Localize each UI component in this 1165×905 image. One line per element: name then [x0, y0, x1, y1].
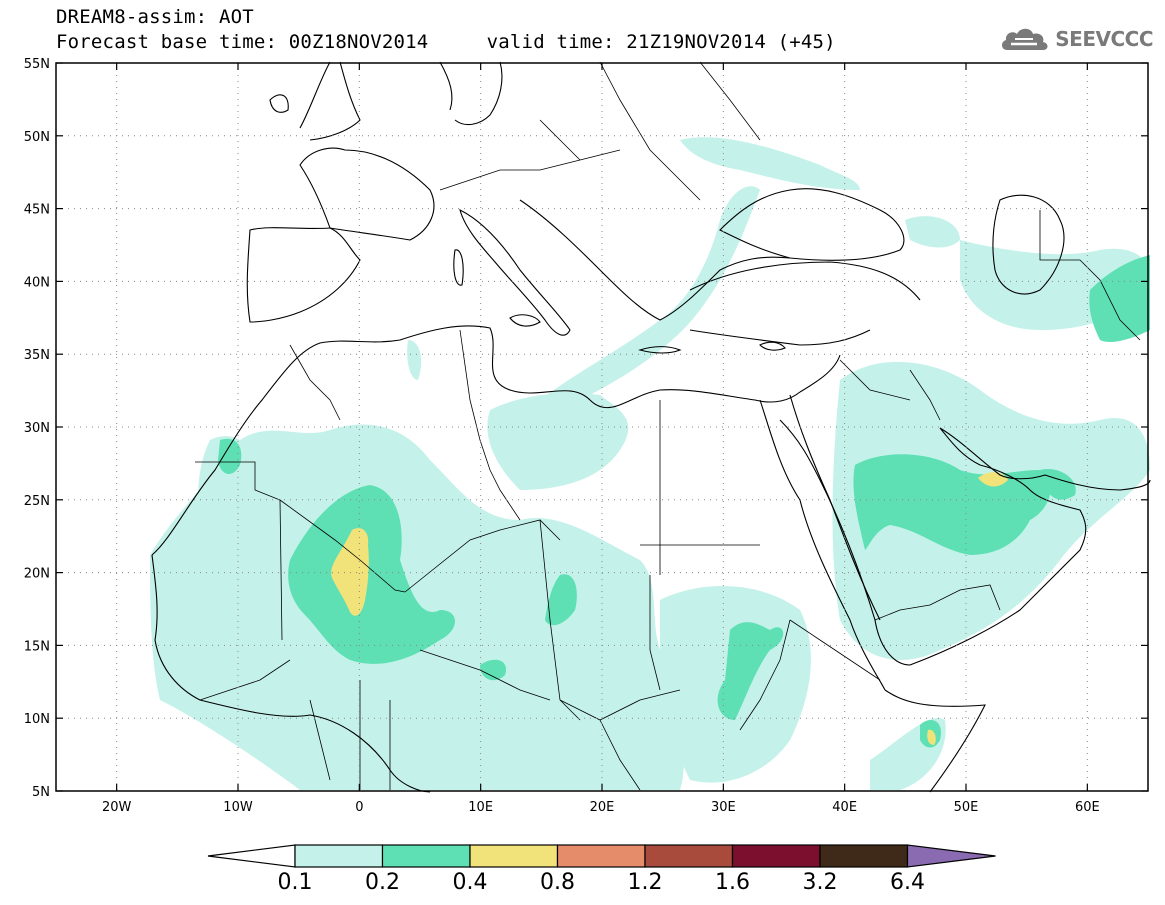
aot-field-0.4-mali [331, 528, 369, 616]
border-niger-libya [404, 519, 561, 593]
colorbar-label: 6.4 [890, 870, 925, 895]
forecast-times: Forecast base time: 00Z18NOV2014 valid t… [56, 31, 836, 53]
lat-tick-label: 25N [24, 494, 50, 509]
border-nigeria-chad [419, 649, 551, 701]
border-central-africa [559, 689, 681, 791]
coastline-turkey [689, 261, 921, 346]
lon-tick-label: 20E [590, 800, 615, 815]
lat-tick-label: 5N [32, 785, 50, 800]
lon-tick-label: 10W [223, 800, 253, 815]
aot-field-0.2-iran-east [1089, 255, 1150, 342]
coastline-iberia [246, 227, 361, 323]
border-sahara-west [195, 461, 283, 641]
colorbar-label: 1.6 [715, 870, 750, 895]
borders [195, 61, 1141, 791]
colorbar-under-arrow [207, 844, 296, 868]
border-central-europe [439, 119, 621, 191]
colorbar-swatch [819, 844, 909, 868]
aot-field-0.2-ethiopia [717, 622, 784, 720]
lat-tick-label: 15N [24, 639, 50, 654]
coastline-italy [459, 208, 571, 336]
lat-tick-label: 45N [24, 203, 50, 218]
coastline-uk [269, 61, 361, 141]
lon-tick-label: 20W [102, 800, 132, 815]
border-west-africa [199, 659, 391, 790]
coastline-north-africa [151, 325, 801, 556]
aot-field-0.1-black-sea [680, 137, 860, 190]
aot-field-0.2-mali-niger [288, 485, 455, 664]
colorbar-swatch [469, 844, 559, 868]
lat-tick-label: 35N [24, 348, 50, 363]
axis-ticks [56, 62, 1148, 792]
aot-field-0.2-chad [480, 659, 506, 681]
seevccc-logo: SEEVCCC [999, 22, 1153, 56]
colorbar-label: 3.2 [802, 870, 838, 895]
border-sudan-chad [539, 519, 581, 721]
lon-tick-label: 10E [468, 800, 493, 815]
axis-tick-labels: 20W 10W 0 10E 20E 30E 40E 50E 60E 5N 10N 15N 20N 25N 3… [24, 57, 1100, 815]
aot-field-0.1-med-band [540, 186, 760, 400]
lat-tick-label: 50N [24, 130, 50, 145]
colorbar-label: 0.4 [452, 870, 488, 895]
colorbar [207, 844, 996, 868]
colorbar-swatch [644, 844, 734, 868]
cloud-icon [1002, 28, 1048, 50]
coastline-crete [638, 346, 682, 354]
lon-tick-label: 50E [954, 800, 979, 815]
coastline-arabia [779, 354, 1087, 666]
coastline-cyprus [759, 341, 786, 351]
border-iran-afghanistan [1039, 210, 1141, 341]
border-egypt-sudan [640, 544, 661, 691]
lon-tick-label: 40E [832, 800, 857, 815]
coastline-persian-gulf [939, 427, 1151, 491]
coastline-black-sea [719, 188, 905, 261]
aot-field-0.1-caucasus [905, 216, 960, 248]
coastline-france [299, 147, 435, 241]
colorbar-label: 0.8 [540, 870, 575, 895]
lat-tick-label: 10N [24, 712, 50, 727]
border-morocco-algeria [289, 344, 341, 421]
colorbar-swatch [381, 844, 471, 868]
lon-tick-label: 30E [711, 800, 736, 815]
lon-tick-label: 60E [1075, 800, 1100, 815]
coastline-caspian [992, 194, 1065, 295]
colorbar-swatch [294, 844, 384, 868]
border-ethiopia [739, 619, 881, 731]
border-iraq-iran [839, 359, 941, 421]
border-algeria-libya [459, 329, 521, 521]
aot-field-0.1-algeria [407, 340, 422, 380]
colorbar-swatch [731, 844, 821, 868]
aot-field-0.1-libya [487, 393, 629, 490]
border-east-europe [599, 61, 761, 201]
colorbar-label: 0.1 [277, 870, 313, 895]
lat-tick-label: 30N [24, 421, 50, 436]
aot-field-0.4-somalia [927, 729, 936, 745]
coastline-scandinavia [439, 61, 503, 126]
coastline-somalia [884, 689, 986, 793]
coastline-red-sea-west [759, 399, 886, 691]
grid-lines [56, 63, 1148, 791]
colorbar-label: 1.2 [627, 870, 663, 895]
aot-field-0.2-sudan [545, 574, 577, 626]
aot-fields [150, 137, 1150, 790]
colorbar-swatch [556, 844, 646, 868]
chart-title: DREAM8-assim: AOT [56, 6, 254, 28]
border-saudi-yemen [874, 584, 1001, 621]
colorbar-label: 0.2 [365, 870, 400, 895]
lon-tick-label: 0 [355, 800, 363, 815]
border-mali-algeria [279, 499, 406, 593]
coastline-sicily [509, 314, 541, 327]
lat-tick-label: 40N [24, 275, 50, 290]
logo-text: SEEVCCC [1055, 27, 1153, 51]
coastline-sardinia [453, 249, 464, 286]
lat-tick-label: 20N [24, 567, 50, 582]
border-libya-egypt [659, 400, 760, 546]
colorbar-over-arrow [906, 844, 996, 868]
aot-field-0.2-wsahara [218, 438, 242, 475]
lat-tick-label: 55N [24, 57, 50, 72]
coastline-balkans-greece [519, 199, 791, 321]
